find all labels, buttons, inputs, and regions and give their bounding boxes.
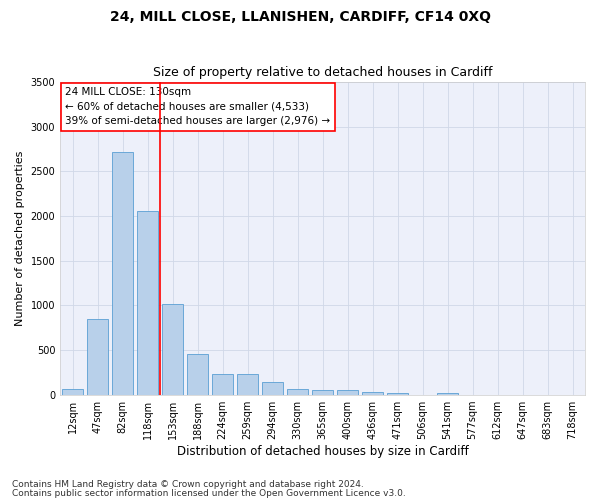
Bar xyxy=(112,152,133,394)
Bar xyxy=(137,210,158,394)
Bar xyxy=(212,374,233,394)
Bar xyxy=(387,393,408,394)
Bar xyxy=(162,304,183,394)
Bar xyxy=(337,390,358,394)
Text: Contains public sector information licensed under the Open Government Licence v3: Contains public sector information licen… xyxy=(12,490,406,498)
Bar xyxy=(62,389,83,394)
Bar xyxy=(312,390,333,394)
Bar xyxy=(262,382,283,394)
Bar xyxy=(187,354,208,395)
Bar xyxy=(237,374,258,394)
Bar xyxy=(87,318,108,394)
X-axis label: Distribution of detached houses by size in Cardiff: Distribution of detached houses by size … xyxy=(177,444,469,458)
Text: Contains HM Land Registry data © Crown copyright and database right 2024.: Contains HM Land Registry data © Crown c… xyxy=(12,480,364,489)
Bar xyxy=(437,393,458,394)
Y-axis label: Number of detached properties: Number of detached properties xyxy=(15,150,25,326)
Bar xyxy=(287,389,308,394)
Title: Size of property relative to detached houses in Cardiff: Size of property relative to detached ho… xyxy=(153,66,493,80)
Text: 24 MILL CLOSE: 130sqm
← 60% of detached houses are smaller (4,533)
39% of semi-d: 24 MILL CLOSE: 130sqm ← 60% of detached … xyxy=(65,86,331,126)
Bar xyxy=(362,392,383,394)
Text: 24, MILL CLOSE, LLANISHEN, CARDIFF, CF14 0XQ: 24, MILL CLOSE, LLANISHEN, CARDIFF, CF14… xyxy=(110,10,491,24)
